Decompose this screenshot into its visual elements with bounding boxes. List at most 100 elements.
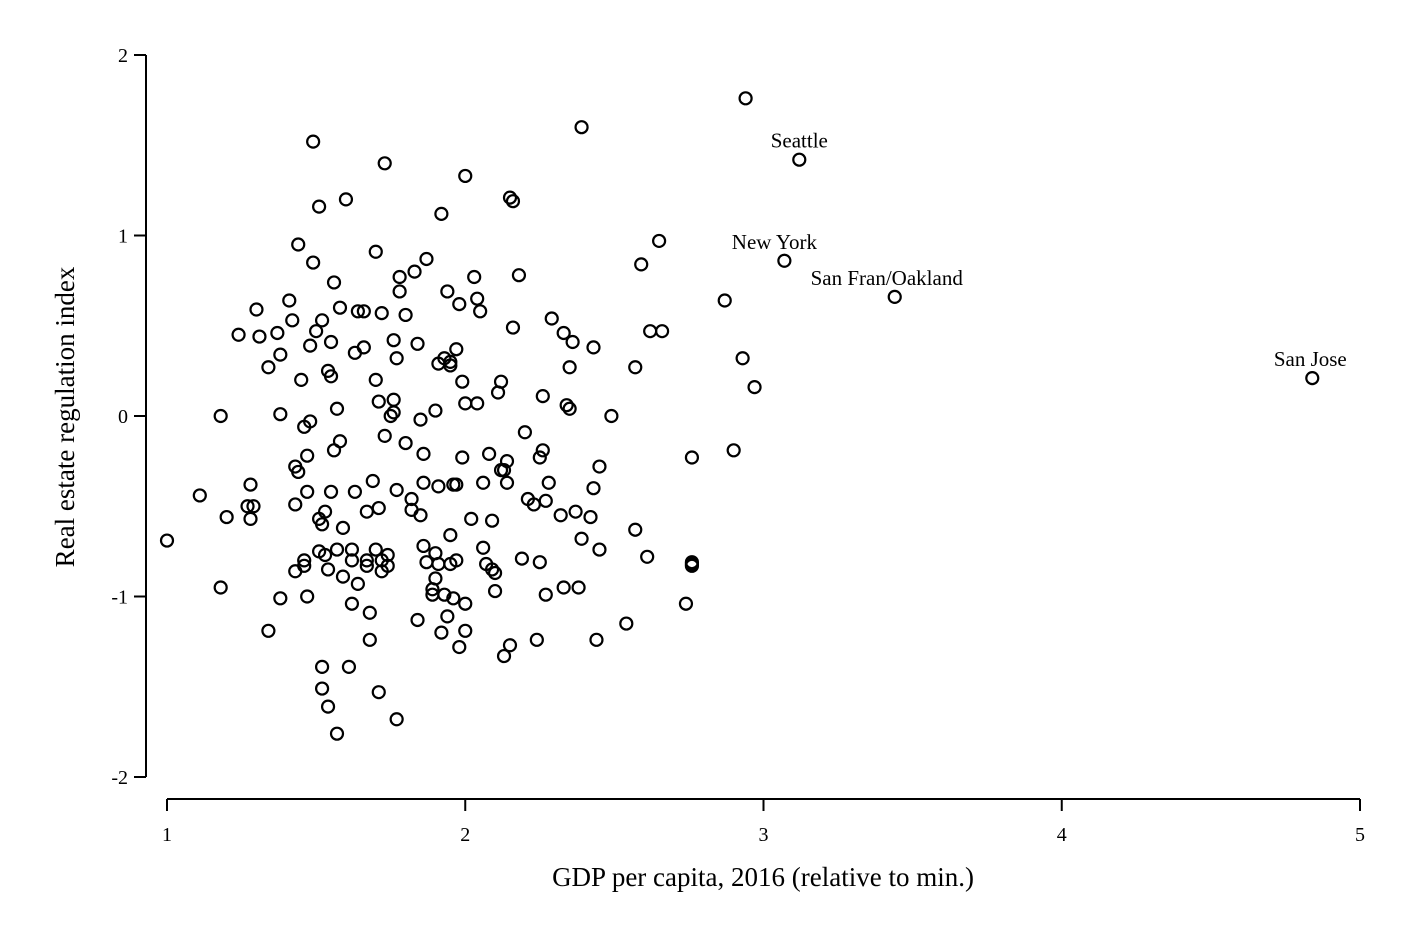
data-point <box>535 443 550 458</box>
data-point <box>738 91 753 106</box>
data-point <box>484 513 500 528</box>
data-point <box>356 340 371 355</box>
data-point <box>502 638 518 653</box>
data-point <box>249 302 264 317</box>
data-point <box>511 268 527 283</box>
data-point <box>383 408 398 424</box>
data-point <box>380 547 395 563</box>
data-point <box>568 504 583 519</box>
data-point <box>350 304 365 319</box>
data-point <box>413 412 428 427</box>
x-axis-label: GDP per capita, 2016 (relative to min.) <box>552 862 974 892</box>
data-point <box>314 517 330 532</box>
x-tick-label: 2 <box>460 824 470 846</box>
data-point <box>684 555 700 570</box>
data-point <box>231 327 246 342</box>
data-point <box>416 446 431 462</box>
data-point <box>496 648 512 664</box>
data-point <box>565 334 580 350</box>
data-point <box>347 484 362 499</box>
data-point <box>359 558 374 573</box>
data-point <box>350 576 365 591</box>
data-point <box>592 459 607 474</box>
data-point <box>628 522 643 537</box>
data-point <box>377 428 392 443</box>
data-point <box>240 499 255 514</box>
data-point <box>416 538 431 554</box>
data-point <box>449 477 464 492</box>
data-point <box>532 555 547 570</box>
data-point <box>338 192 354 207</box>
data-point <box>499 475 515 490</box>
data-point <box>449 342 464 357</box>
data-point <box>341 659 357 674</box>
data-point <box>473 304 488 319</box>
data-point <box>467 269 482 285</box>
data-point <box>309 324 324 339</box>
data-point <box>252 329 267 344</box>
data-point <box>323 484 339 499</box>
data-point <box>458 596 473 611</box>
data-point <box>386 405 401 420</box>
data-point <box>368 244 383 259</box>
data-point <box>335 520 351 536</box>
data-point <box>273 407 288 422</box>
data-point <box>419 251 434 267</box>
data-point <box>514 551 530 566</box>
data-point <box>159 533 175 548</box>
data-point <box>288 497 303 512</box>
data-point <box>374 306 389 321</box>
data-point <box>300 484 315 499</box>
data-point <box>571 580 586 595</box>
data-point <box>285 313 300 328</box>
data-point <box>317 547 333 563</box>
data-point <box>192 488 207 503</box>
data-point <box>303 414 318 429</box>
data-point <box>532 450 547 465</box>
data-point <box>323 334 339 350</box>
data-point <box>329 726 345 741</box>
y-tick-label: -1 <box>111 587 128 609</box>
data-point <box>407 264 422 279</box>
data-point <box>505 194 521 209</box>
data-point <box>213 408 228 424</box>
data-point <box>464 511 479 526</box>
data-point <box>887 289 902 304</box>
data-point <box>329 542 345 557</box>
data-point <box>332 434 348 449</box>
data-point <box>437 587 452 602</box>
data-point <box>320 562 336 577</box>
data-point <box>377 156 392 171</box>
data-point <box>314 313 330 328</box>
data-point <box>344 596 360 611</box>
data-point <box>273 591 288 606</box>
data-point <box>261 360 276 375</box>
data-point <box>493 374 509 389</box>
data-point <box>482 446 497 462</box>
data-point <box>449 553 464 568</box>
data-point <box>320 699 336 714</box>
x-tick-label: 3 <box>759 824 769 846</box>
data-point <box>628 360 643 375</box>
data-point <box>273 347 288 362</box>
data-point <box>306 255 321 270</box>
data-point <box>440 609 455 624</box>
data-point <box>300 448 315 463</box>
data-point <box>538 587 553 602</box>
data-point <box>470 396 485 411</box>
data-point <box>792 152 807 167</box>
data-point <box>476 540 491 555</box>
data-point <box>735 351 750 366</box>
data-point <box>344 553 360 568</box>
data-point <box>455 450 470 465</box>
data-point <box>517 425 533 440</box>
y-tick-label: -2 <box>111 767 128 789</box>
data-point <box>312 199 327 214</box>
data-point <box>297 553 312 568</box>
data-point <box>440 284 455 299</box>
data-point <box>413 508 428 523</box>
data-point <box>243 511 258 526</box>
y-tick-label: 0 <box>118 406 128 428</box>
